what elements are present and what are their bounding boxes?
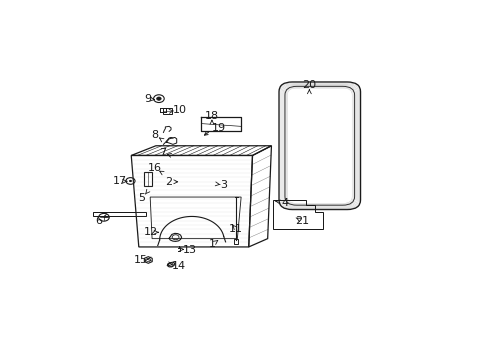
Text: 15: 15 [133,255,147,265]
Text: 6: 6 [95,216,102,226]
Text: 10: 10 [172,105,186,115]
Text: 5: 5 [138,193,145,203]
Text: 19: 19 [211,123,225,133]
Text: 14: 14 [171,261,185,271]
Text: 18: 18 [204,111,219,121]
Text: 8: 8 [151,130,158,140]
Text: 1: 1 [209,239,216,249]
Text: 20: 20 [302,80,316,90]
Text: 11: 11 [229,224,243,234]
Text: 17: 17 [113,176,127,186]
Text: 16: 16 [148,163,162,174]
Text: 3: 3 [220,180,227,190]
Circle shape [129,180,132,182]
Text: 9: 9 [143,94,151,104]
Text: 7: 7 [159,148,165,158]
Text: 13: 13 [183,245,197,255]
Text: 2: 2 [165,177,172,187]
Text: 4: 4 [281,198,288,208]
Bar [233,239,238,244]
Bar [144,172,152,186]
Circle shape [156,97,161,100]
Text: 12: 12 [144,227,158,237]
Bar [163,108,171,114]
Text: 21: 21 [294,216,308,226]
